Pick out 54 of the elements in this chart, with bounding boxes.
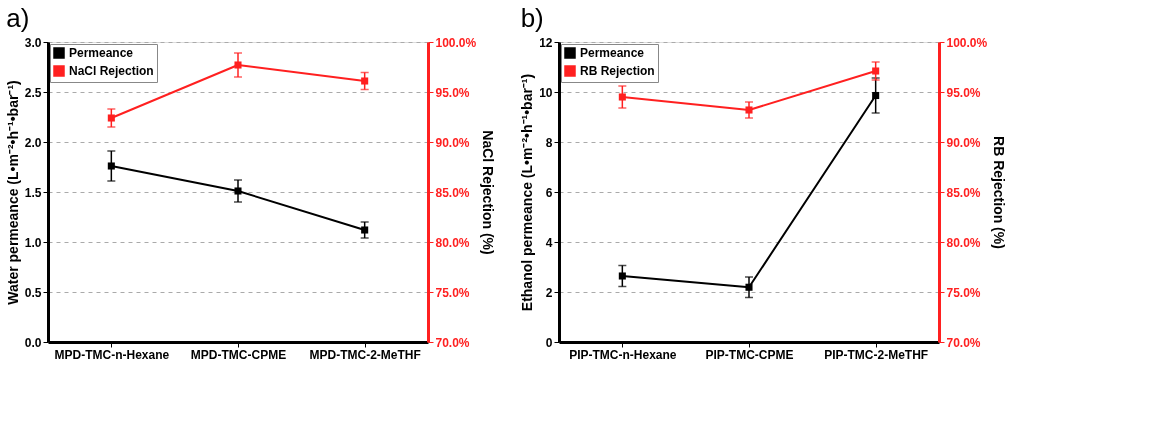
y-tick-label: 0 xyxy=(545,335,553,350)
y2-tick-label: 95.0% xyxy=(946,85,981,100)
chart-title: b) xyxy=(520,3,544,33)
y2-tick-label: 90.0% xyxy=(946,135,981,150)
legend-label: Permeance xyxy=(580,46,645,60)
y-tick-label: 12 xyxy=(539,35,553,50)
y-tick-label: 6 xyxy=(545,185,553,200)
y2-tick-label: 75.0% xyxy=(435,285,470,300)
point xyxy=(618,272,626,280)
y2-tick-label: 95.0% xyxy=(435,85,470,100)
point xyxy=(361,77,369,85)
x-tick-label: MPD-TMC-CPME xyxy=(190,347,287,362)
x-tick-label: PIP-TMC-CPME xyxy=(705,347,794,362)
point xyxy=(234,61,242,69)
x-tick-label: MPD-TMC-n-Hexane xyxy=(54,347,170,362)
y-tick-label: 1.0 xyxy=(24,235,42,250)
y2-tick-label: 85.0% xyxy=(946,185,981,200)
y2-axis-title: NaCl Rejection (%) xyxy=(480,130,497,255)
y-tick-label: 2.5 xyxy=(24,85,42,100)
y-tick-label: 2.0 xyxy=(24,135,42,150)
point xyxy=(872,67,880,75)
y2-axis-title: RB Rejection (%) xyxy=(991,136,1008,249)
y2-tick-label: 75.0% xyxy=(946,285,981,300)
y-axis-title: Ethanol permeance (L•m⁻²•h⁻¹•bar⁻¹) xyxy=(519,73,536,312)
legend-label: NaCl Rejection xyxy=(69,64,154,78)
point xyxy=(745,106,753,114)
y2-tick-label: 100.0% xyxy=(946,35,988,50)
x-tick-label: PIP-TMC-n-Hexane xyxy=(569,347,677,362)
y-tick-label: 1.5 xyxy=(24,185,42,200)
y2-tick-label: 70.0% xyxy=(435,335,470,350)
y-tick-label: 3.0 xyxy=(24,35,42,50)
y-tick-label: 4 xyxy=(545,235,553,250)
x-tick-label: PIP-TMC-2-MeTHF xyxy=(824,347,929,362)
point xyxy=(107,162,115,170)
x-tick-label: MPD-TMC-2-MeTHF xyxy=(309,347,421,362)
legend-label: RB Rejection xyxy=(580,64,655,78)
y2-tick-label: 70.0% xyxy=(946,335,981,350)
y2-tick-label: 80.0% xyxy=(435,235,470,250)
y2-tick-label: 80.0% xyxy=(946,235,981,250)
y-axis-title: Water permeance (L•m⁻²•h⁻¹•bar⁻¹) xyxy=(4,80,21,305)
y2-tick-label: 85.0% xyxy=(435,185,470,200)
y-tick-label: 8 xyxy=(545,135,553,150)
y2-tick-label: 90.0% xyxy=(435,135,470,150)
y-tick-label: 2 xyxy=(545,285,553,300)
y-tick-label: 0.5 xyxy=(24,285,42,300)
legend-label: Permeance xyxy=(69,46,134,60)
point xyxy=(234,187,242,195)
point xyxy=(361,226,369,234)
y2-tick-label: 100.0% xyxy=(435,35,477,50)
y-tick-label: 0.0 xyxy=(24,335,42,350)
point xyxy=(618,93,626,101)
chart-title: a) xyxy=(6,3,30,33)
y-tick-label: 10 xyxy=(539,85,553,100)
point xyxy=(107,114,115,122)
